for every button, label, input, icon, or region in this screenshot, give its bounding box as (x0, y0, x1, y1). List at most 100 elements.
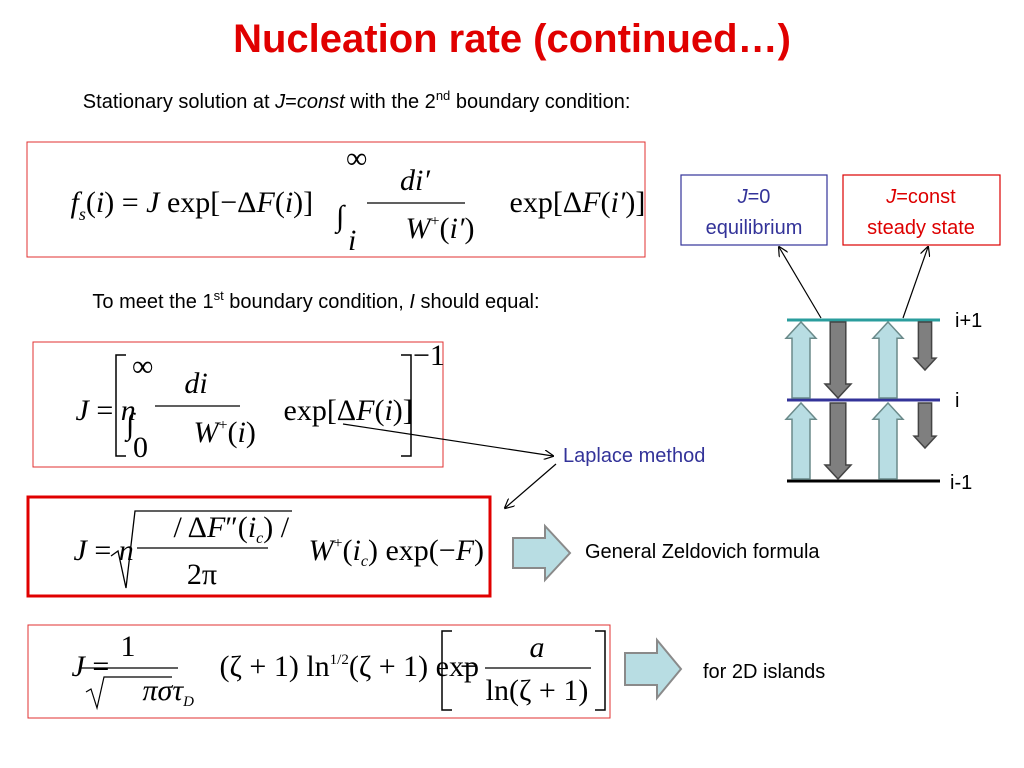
zeldovich-label: General Zeldovich formula (585, 541, 820, 563)
superscript: + (334, 535, 343, 552)
symbol: ) / (263, 511, 289, 544)
denominator: πστD (105, 674, 216, 713)
subscript: s (79, 204, 86, 224)
level-arrow (823, 402, 853, 481)
level-arrow (823, 321, 853, 400)
symbol: i′ (610, 186, 625, 219)
numerator: di (184, 367, 207, 400)
denominator: W+(i) (156, 416, 278, 449)
superscript: + (219, 417, 228, 434)
block-arrow (512, 523, 572, 583)
symbol: W (194, 416, 222, 449)
symbol: i (285, 186, 293, 219)
symbol: J (146, 186, 161, 219)
bracket (441, 630, 452, 711)
integral-sign: ∫ (124, 408, 136, 443)
text: To meet the 1 (92, 291, 213, 313)
pointer-arrow (342, 423, 553, 456)
text: J (885, 186, 897, 208)
text: const (297, 91, 346, 113)
denominator: W+(i′) (368, 212, 497, 245)
equation-rhs: W+(ic) exp(−F) (271, 534, 507, 570)
integral-sign: ∫ (334, 200, 346, 235)
integral-upper: ∞ (346, 142, 367, 175)
exponent: −1 (413, 339, 445, 372)
equation-middle: (ζ + 1) ln1/2(ζ + 1) exp (182, 650, 501, 683)
integral-lower: i (348, 224, 356, 257)
subscript: c (256, 530, 263, 547)
level-arrow (871, 401, 905, 480)
text: = (285, 91, 297, 113)
symbol: F (355, 394, 375, 427)
subscript: c (361, 553, 368, 570)
symbol: ) = (104, 186, 146, 219)
integral-upper: ∞ (132, 350, 153, 383)
denominator: 2π (187, 558, 217, 591)
symbol: n (121, 394, 136, 427)
symbol: ) (246, 416, 256, 449)
symbol: W (309, 534, 337, 567)
pointer-arrow (902, 247, 928, 319)
level-arrow (912, 321, 938, 372)
box-text: J=const (885, 186, 956, 208)
symbol: ( (86, 186, 96, 219)
symbol: i (96, 186, 104, 219)
text: with the 2 (345, 91, 436, 113)
symbol: ) exp(− (368, 534, 456, 567)
superscript: nd (436, 88, 450, 103)
root-sign (110, 510, 292, 589)
islands-label: for 2D islands (703, 661, 825, 683)
pointer-arrow (505, 463, 557, 508)
symbol: ( (343, 534, 353, 567)
numerator: a (530, 631, 545, 664)
symbol: (ζ + 1) ln (220, 650, 330, 683)
box-text: steady state (867, 217, 975, 239)
bracket (115, 354, 126, 457)
symbol: ( (374, 394, 384, 427)
superscript: st (214, 288, 225, 303)
symbol: − (460, 650, 477, 683)
symbol: J (72, 650, 87, 683)
text: should equal: (415, 291, 540, 313)
symbol: F (581, 186, 601, 219)
symbol: )] (293, 186, 313, 219)
equation-lhs: J = n (38, 394, 158, 427)
level-arrow (784, 320, 818, 399)
text: J (737, 186, 749, 208)
symbol: )] (393, 394, 413, 427)
equilibrium-box (680, 174, 828, 246)
integral-lower: 0 (133, 431, 148, 464)
symbol: W (406, 212, 434, 245)
symbol: / Δ (174, 511, 207, 544)
symbol: (ζ + 1) exp (349, 650, 479, 683)
block-arrow (624, 637, 683, 701)
box-text: J=0 (737, 186, 771, 208)
equation-box (27, 624, 611, 719)
superscript: + (431, 213, 440, 230)
denominator: ln(ζ + 1) (486, 674, 589, 707)
superscript: 1/2 (330, 652, 349, 668)
level-arrow (871, 320, 905, 399)
symbol: F (455, 534, 475, 567)
laplace-label: Laplace method (563, 445, 705, 467)
equation-rhs: exp[ΔF(i′)] (472, 186, 668, 219)
equation-box (26, 141, 646, 258)
symbol: exp[Δ (284, 394, 357, 427)
symbol: i (238, 416, 246, 449)
symbol: i (248, 511, 256, 544)
symbol: = (87, 534, 119, 567)
title: Nucleation rate (continued…) (233, 17, 791, 61)
root-sign (85, 676, 172, 711)
numerator: / ΔF″(ic) / (136, 511, 312, 547)
level-label: i+1 (955, 310, 982, 332)
text: =0 (748, 186, 771, 208)
equation-rhs: exp[ΔF(i)] (246, 394, 435, 427)
text: I (409, 291, 415, 313)
text: boundary condition, (224, 291, 410, 313)
symbol: F (206, 511, 226, 544)
symbol: ( (440, 212, 450, 245)
equation-box (32, 341, 444, 468)
symbol: i (384, 394, 392, 427)
